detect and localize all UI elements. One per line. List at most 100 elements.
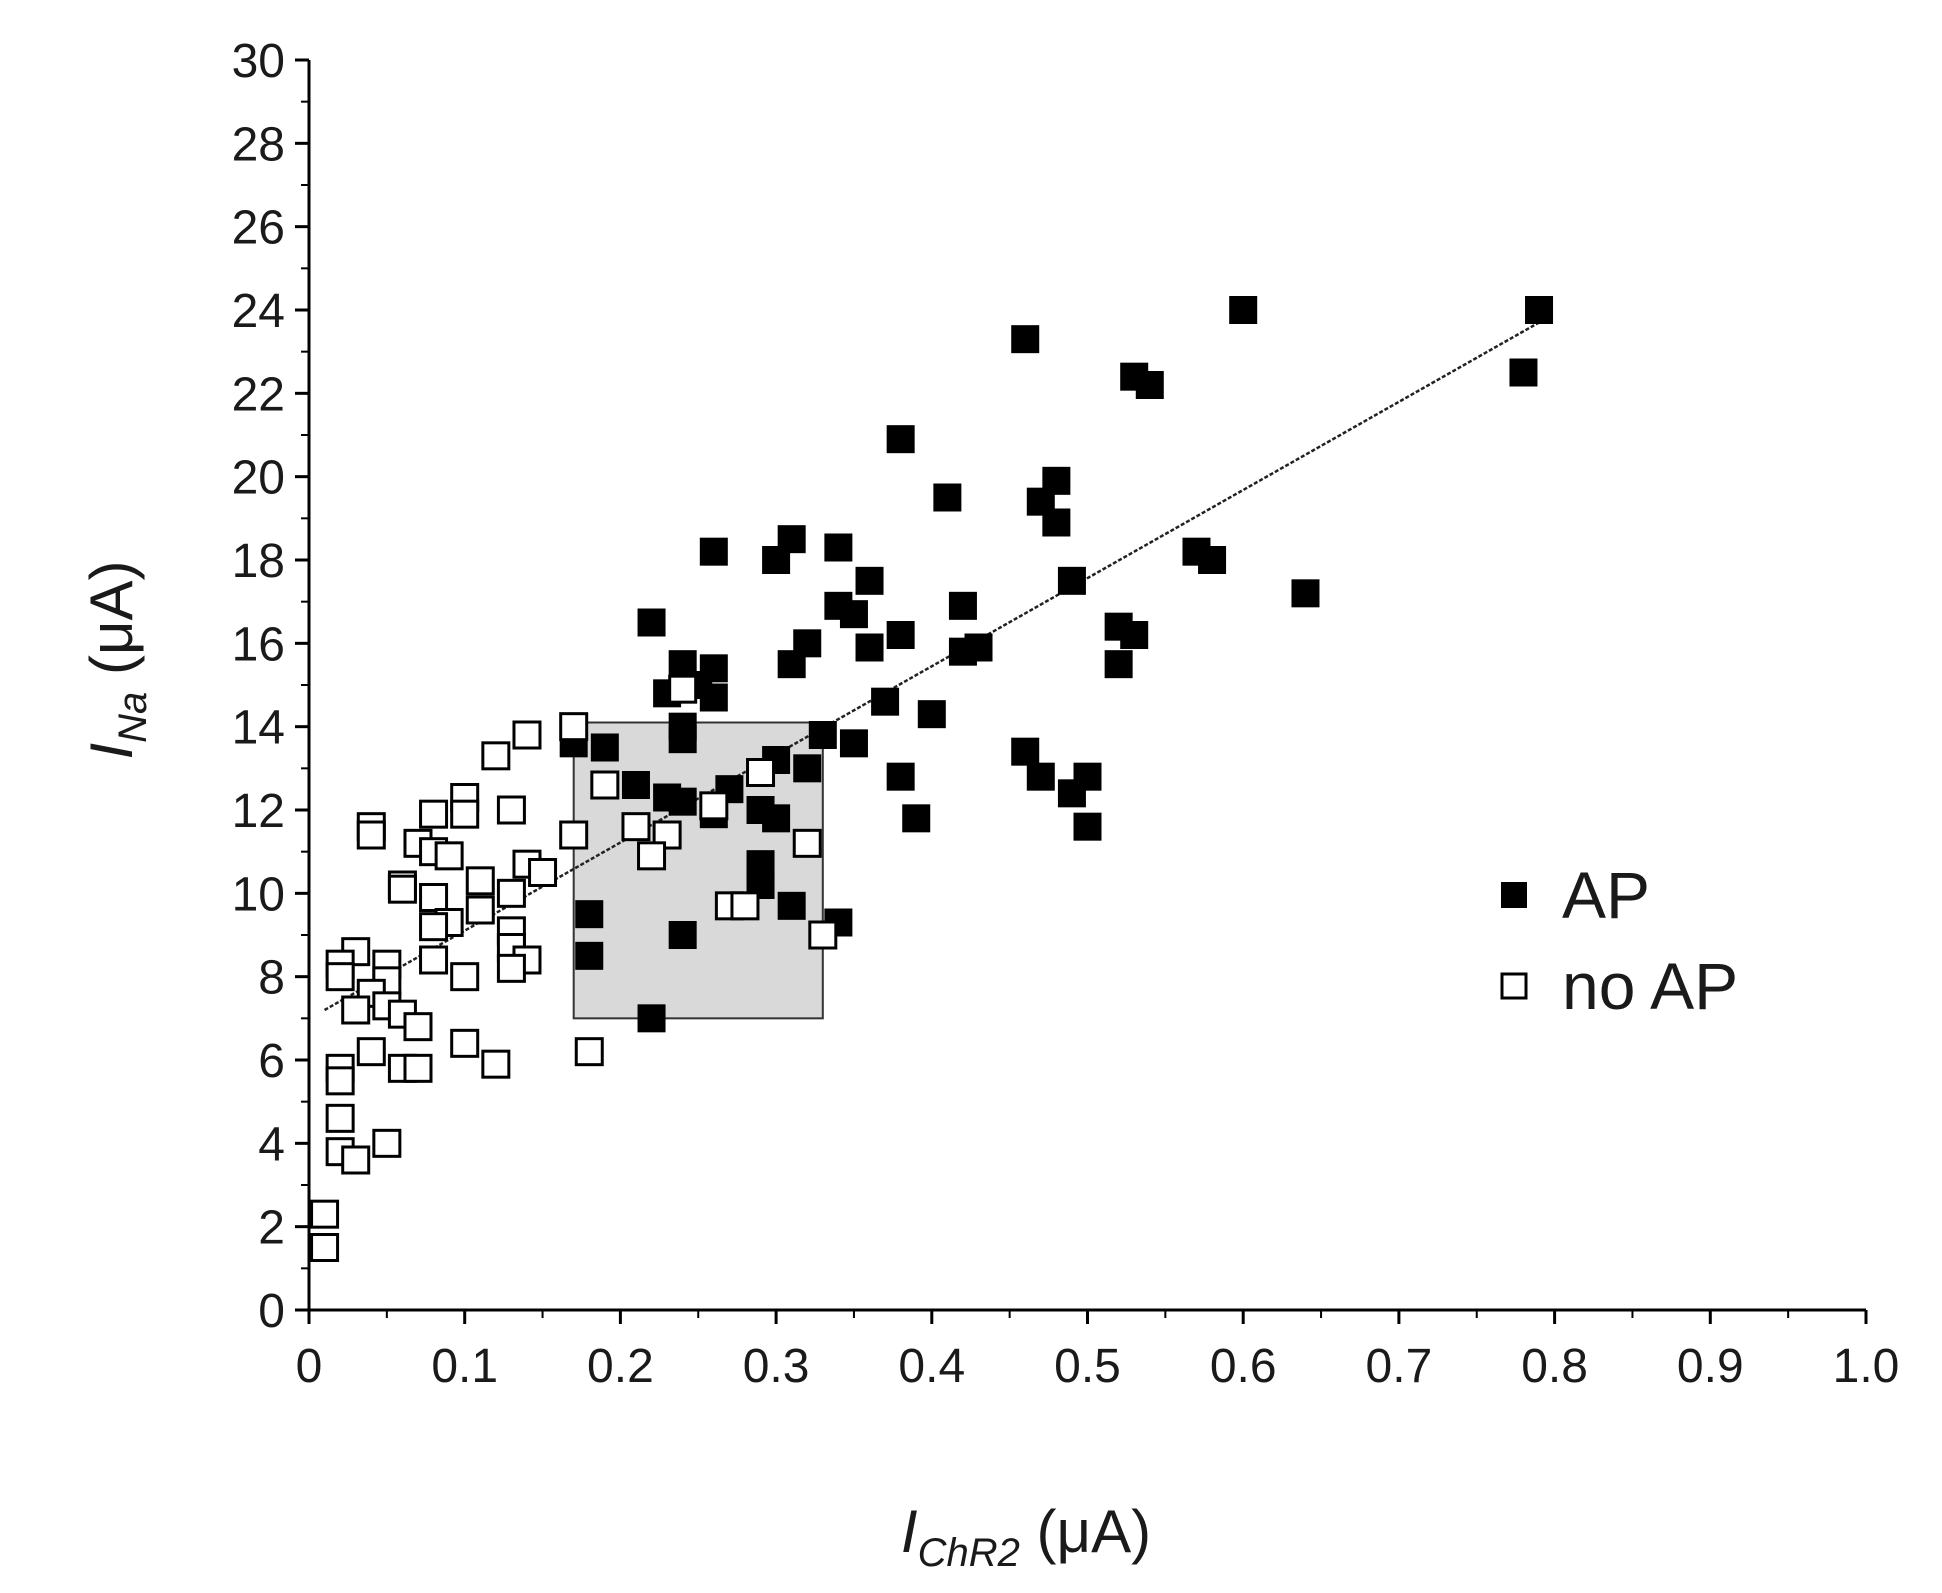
point-ap [762, 804, 791, 833]
point-no-ap [792, 828, 822, 858]
point-ap [575, 900, 604, 929]
point-no-ap [403, 1012, 433, 1042]
point-ap [1011, 737, 1040, 766]
point-no-ap [668, 674, 698, 704]
x-tick-label: 0 [296, 1340, 323, 1393]
point-no-ap [310, 1233, 340, 1262]
y-tick-label: 6 [258, 1035, 285, 1088]
point-ap [699, 654, 728, 683]
point-ap [746, 871, 775, 899]
point-ap [1525, 296, 1554, 324]
point-ap [1229, 296, 1258, 324]
point-ap [1073, 812, 1102, 841]
y-tick-label: 8 [258, 952, 285, 1005]
y-tick-label: 22 [232, 368, 285, 421]
point-no-ap [528, 858, 558, 887]
point-ap [1011, 325, 1040, 354]
point-no-ap [325, 1066, 355, 1096]
point-ap [1104, 650, 1133, 679]
point-ap [777, 650, 806, 679]
x-tick-label: 0.1 [431, 1340, 498, 1393]
point-no-ap [403, 1053, 433, 1083]
point-ap [668, 787, 697, 816]
point-no-ap [637, 841, 667, 871]
point-no-ap [450, 1028, 480, 1058]
point-no-ap [325, 1103, 355, 1133]
point-no-ap [481, 741, 511, 771]
y-tick-label: 18 [232, 535, 285, 588]
point-no-ap [341, 995, 371, 1025]
point-no-ap [419, 945, 449, 975]
point-no-ap [465, 895, 495, 925]
point-ap [886, 425, 915, 454]
y-tick-label: 10 [232, 868, 285, 921]
fit-line-layer [323, 321, 1540, 1012]
point-no-ap [419, 799, 449, 829]
point-no-ap [559, 820, 589, 850]
y-tick-label: 28 [232, 118, 285, 171]
point-no-ap [356, 820, 386, 850]
y-tick-label: 0 [258, 1285, 285, 1338]
point-ap [917, 700, 946, 729]
legend-label-ap: AP [1562, 858, 1650, 932]
x-tick-label: 0.4 [898, 1340, 965, 1393]
point-no-ap [419, 883, 449, 912]
point-no-ap [496, 878, 526, 908]
point-ap [1120, 362, 1149, 391]
point-no-ap [372, 1128, 402, 1158]
legend: AP no AP [1500, 858, 1738, 1023]
point-no-ap [559, 712, 589, 742]
point-no-ap [590, 770, 620, 800]
y-tick-label: 2 [258, 1202, 285, 1255]
point-no-ap [481, 1049, 511, 1079]
x-tick-label: 0.3 [743, 1340, 810, 1393]
fit-line [323, 321, 1540, 1012]
point-ap [871, 687, 900, 716]
point-ap [948, 637, 977, 666]
point-ap [1135, 371, 1164, 399]
point-ap [777, 891, 806, 920]
point-no-ap [730, 891, 760, 921]
point-ap [1042, 508, 1071, 537]
y-axis-title: INa (μA) [78, 560, 155, 759]
y-tick-label: 20 [232, 452, 285, 505]
point-ap [1057, 779, 1086, 808]
point-ap [1291, 579, 1320, 608]
legend-label-no-ap: no AP [1562, 949, 1738, 1023]
point-no-ap [512, 720, 542, 750]
point-no-ap [325, 962, 355, 992]
point-no-ap [699, 791, 729, 821]
x-axis-title: IChR2 (μA) [901, 1498, 1151, 1575]
point-ap [1198, 546, 1227, 574]
point-ap [886, 762, 915, 791]
point-no-ap [356, 1037, 386, 1067]
point-no-ap [808, 920, 838, 950]
x-tick-label: 0.8 [1521, 1340, 1588, 1393]
point-ap [668, 725, 697, 754]
point-ap [948, 591, 977, 620]
x-tick-label: 0.6 [1210, 1340, 1277, 1393]
point-ap [808, 721, 837, 749]
point-ap [1120, 621, 1149, 649]
point-ap [793, 629, 822, 658]
legend-marker-no-ap [1500, 972, 1528, 1000]
point-no-ap [496, 953, 526, 983]
point-ap [793, 754, 822, 783]
point-no-ap [574, 1037, 604, 1067]
point-no-ap [450, 962, 480, 992]
point-ap [902, 804, 931, 833]
x-tick-label: 1.0 [1833, 1340, 1900, 1393]
point-ap [839, 729, 868, 758]
y-tick-label: 4 [258, 1118, 285, 1171]
point-ap [855, 566, 884, 595]
point-no-ap [746, 758, 776, 787]
point-no-ap [310, 1199, 340, 1229]
point-no-ap [387, 874, 417, 904]
point-no-ap [434, 841, 464, 871]
point-ap [590, 733, 619, 762]
point-ap [855, 633, 884, 662]
y-tick-label: 26 [232, 202, 285, 255]
point-no-ap [341, 1145, 371, 1175]
